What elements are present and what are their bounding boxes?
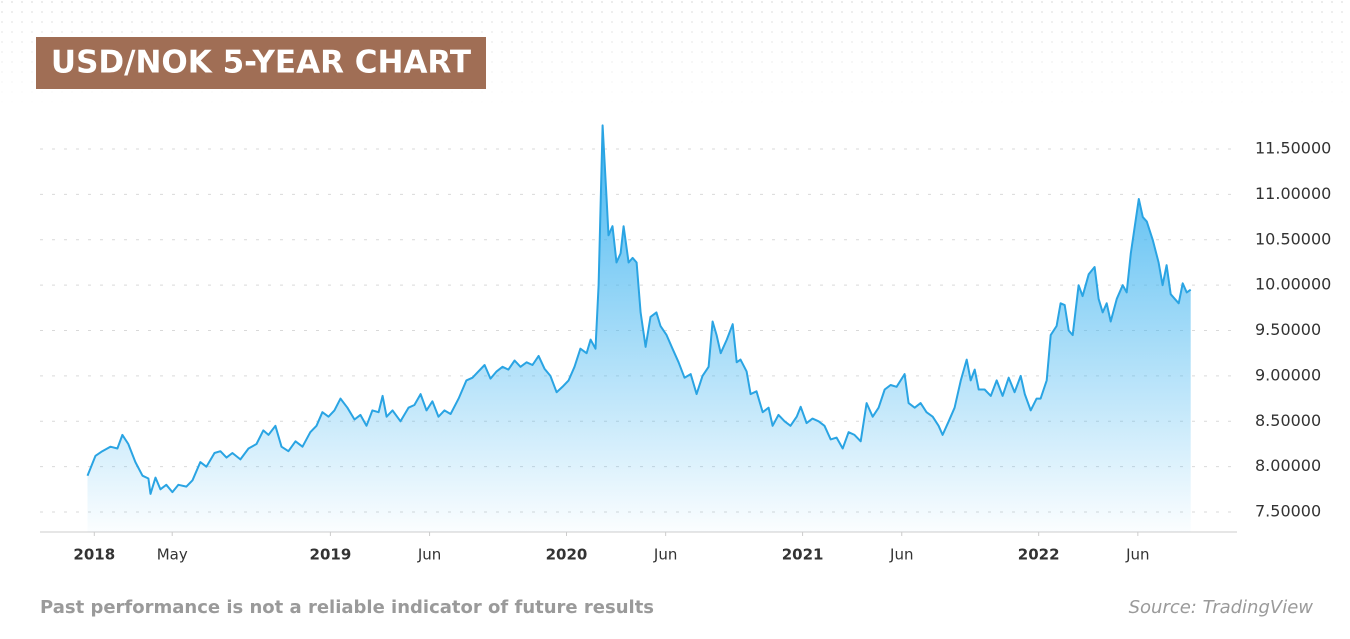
- title-box: [36, 37, 486, 89]
- source: Source: TradingView: [1129, 597, 1314, 618]
- x-tick-label: Jun: [417, 546, 441, 564]
- x-tick-label: Jun: [889, 546, 913, 564]
- chart-title: USD/NOK 5-YEAR CHART: [51, 45, 471, 81]
- y-tick-label: 8.00000: [1255, 456, 1321, 475]
- x-tick-label: 2020: [546, 546, 588, 564]
- x-tick-label: 2022: [1018, 546, 1060, 564]
- y-tick-label: 10.00000: [1255, 275, 1331, 294]
- disclaimer: Past performance is not a reliable indic…: [40, 597, 654, 618]
- area-fill: [87, 125, 1191, 533]
- x-tick-label: 2018: [73, 546, 115, 564]
- y-tick-label: 11.00000: [1255, 184, 1331, 203]
- x-tick-label: 2021: [782, 546, 824, 564]
- x-tick-label: May: [157, 546, 188, 564]
- x-tick-label: 2019: [310, 546, 352, 564]
- price-line: [86, 124, 1192, 495]
- y-tick-label: 9.50000: [1255, 320, 1321, 339]
- x-tick-label: Jun: [1125, 546, 1149, 564]
- y-tick-label: 11.50000: [1255, 139, 1331, 158]
- plot-area: 7.50000 8.00000 8.50000 9.00000 9.50000 10.00…: [40, 124, 1331, 564]
- y-tick-label: 9.00000: [1255, 365, 1321, 384]
- x-tick-label: Jun: [653, 546, 677, 564]
- y-tick-label: 7.50000: [1255, 502, 1321, 521]
- y-tick-label: 8.50000: [1255, 411, 1321, 430]
- y-tick-label: 10.50000: [1255, 229, 1331, 248]
